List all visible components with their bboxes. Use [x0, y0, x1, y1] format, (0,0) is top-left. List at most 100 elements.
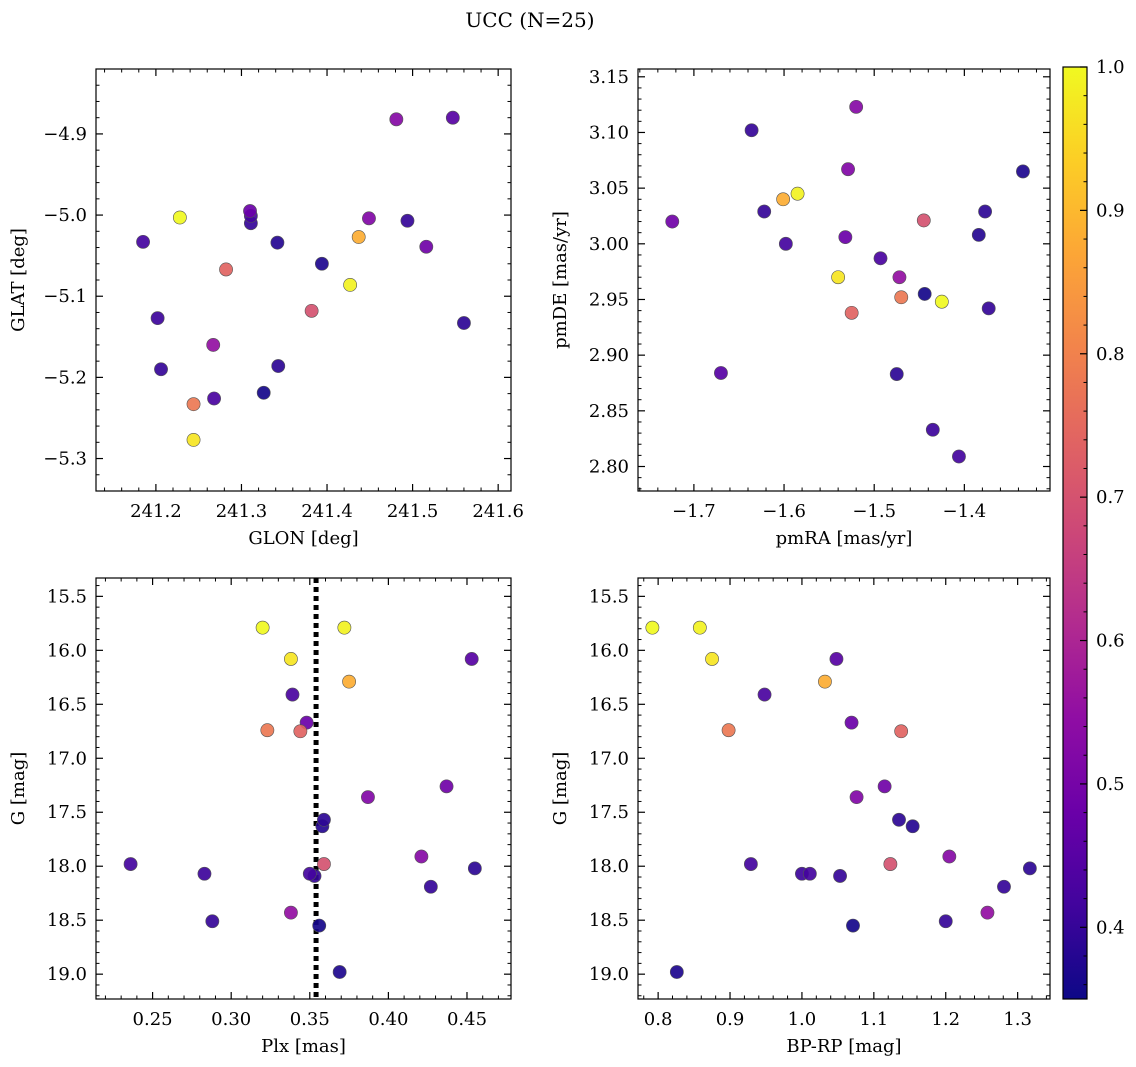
- x-tick-label: 0.40: [368, 1009, 408, 1030]
- member-star-point: [841, 162, 855, 177]
- y-tick-label: 3.15: [589, 67, 629, 88]
- member-star-point: [894, 290, 909, 305]
- member-star-point: [206, 338, 221, 352]
- member-star-point: [342, 674, 356, 689]
- colorbar-tick-label: 0.4: [1096, 917, 1125, 938]
- y-tick-label: 2.90: [589, 345, 629, 366]
- panel-1: 241.2 241.3 241.4 241.5 241.6 −5.3 −5.2 −5.1 −5.…: [8, 68, 524, 549]
- panel-3: 0.25 0.30 0.35 0.40 0.45 15.5 16.0 16.5 17.0 17.5…: [8, 577, 512, 1057]
- x-tick-label: 241.5: [387, 501, 439, 522]
- y-tick-label: 16.0: [47, 640, 87, 661]
- y-tick-label: 15.5: [47, 586, 87, 607]
- member-star-point: [757, 687, 772, 702]
- member-star-point: [136, 234, 150, 249]
- member-star-point: [721, 723, 736, 738]
- y-axis-label: GLAT [deg]: [8, 228, 29, 332]
- y-tick-label: 3.05: [589, 178, 629, 199]
- y-tick-label: −5.3: [43, 449, 87, 470]
- y-tick-label: −5.0: [43, 205, 87, 226]
- member-star-point: [818, 674, 832, 689]
- x-tick-label: 1.0: [788, 1009, 817, 1030]
- plot-frame: [637, 577, 1051, 1000]
- colorbar-gradient: [1062, 66, 1088, 1000]
- member-star-point: [154, 362, 168, 377]
- member-star-point: [271, 359, 286, 373]
- y-tick-label: −4.9: [43, 124, 87, 145]
- member-star-point: [877, 779, 892, 794]
- x-tick-label: 0.25: [133, 1009, 173, 1030]
- y-tick-label: 18.5: [47, 910, 87, 931]
- x-axis-label: GLON [deg]: [248, 528, 358, 549]
- y-tick-label: 17.5: [47, 802, 87, 823]
- member-star-point: [302, 866, 317, 881]
- x-tick-label: −1.7: [672, 501, 716, 522]
- colorbar-tick-label: 0.7: [1096, 487, 1125, 508]
- member-star-point: [197, 866, 212, 881]
- member-star-point: [757, 204, 772, 219]
- panel-4: 0.8 0.9 1.0 1.1 1.2 1.3 15.5 16.0 16.5 17.0 17.5 18…: [550, 577, 1051, 1057]
- member-star-point: [445, 110, 460, 125]
- member-star-point: [312, 918, 327, 933]
- member-star-point: [284, 905, 298, 920]
- member-star-point: [270, 235, 285, 250]
- member-star-point: [150, 311, 165, 326]
- x-tick-label: 0.8: [644, 1009, 673, 1030]
- member-star-point: [186, 397, 201, 412]
- y-axis-label: G [mag]: [8, 752, 29, 825]
- member-star-point: [343, 277, 358, 292]
- y-tick-label: 16.0: [589, 640, 629, 661]
- y-tick-label: 18.5: [589, 910, 629, 931]
- member-star-point: [776, 192, 791, 207]
- member-star-point: [916, 213, 931, 228]
- member-star-point: [389, 112, 404, 127]
- member-star-point: [980, 905, 995, 920]
- y-tick-label: 16.5: [589, 694, 629, 715]
- x-tick-label: 0.9: [716, 1009, 745, 1030]
- member-star-point: [838, 230, 853, 245]
- member-star-point: [892, 812, 906, 827]
- member-star-point: [833, 869, 847, 883]
- member-star-point: [849, 99, 864, 114]
- member-star-point: [464, 652, 479, 666]
- member-star-point: [669, 965, 684, 979]
- member-star-point: [925, 422, 940, 437]
- member-star-point: [997, 879, 1011, 894]
- member-star-point: [414, 849, 429, 864]
- member-star-point: [205, 914, 220, 929]
- member-star-point: [849, 790, 864, 805]
- member-star-point: [293, 724, 308, 739]
- y-tick-label: 2.85: [589, 401, 629, 422]
- member-star-point: [439, 779, 454, 794]
- member-star-point: [362, 211, 376, 226]
- y-tick-label: −5.1: [43, 286, 87, 307]
- member-star-point: [255, 620, 270, 635]
- member-star-point: [337, 620, 352, 635]
- member-star-point: [844, 305, 859, 320]
- x-tick-label: 0.30: [211, 1009, 251, 1030]
- x-tick-label: 1.1: [860, 1009, 889, 1030]
- member-star-point: [831, 270, 846, 285]
- member-star-point: [207, 391, 221, 406]
- member-star-point: [744, 123, 759, 138]
- member-star-point: [467, 861, 482, 876]
- member-star-point: [361, 790, 375, 805]
- colorbar-tick-label: 0.6: [1096, 631, 1125, 652]
- member-star-point: [419, 239, 434, 254]
- y-tick-label: 18.0: [47, 856, 87, 877]
- y-tick-label: 2.80: [589, 457, 629, 478]
- x-tick-label: 241.4: [301, 501, 353, 522]
- member-star-point: [978, 204, 992, 219]
- colorbar-tick-label: 0.8: [1096, 344, 1125, 365]
- member-star-point: [942, 849, 957, 864]
- member-star-point: [952, 449, 966, 464]
- x-tick-label: 241.3: [216, 501, 268, 522]
- member-star-point: [317, 857, 331, 871]
- x-axis-label: BP-RP [mag]: [786, 1036, 901, 1057]
- member-star-point: [917, 287, 932, 301]
- member-star-point: [971, 228, 986, 242]
- y-tick-label: 18.0: [589, 856, 629, 877]
- x-tick-label: 241.2: [130, 501, 182, 522]
- x-axis-label: pmRA [mas/yr]: [776, 528, 913, 549]
- member-star-point: [1016, 164, 1030, 179]
